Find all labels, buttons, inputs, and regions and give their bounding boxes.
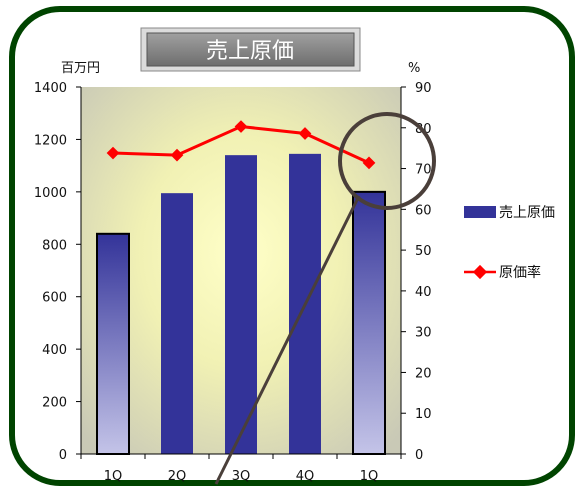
- right-tick-label-4: 40: [415, 285, 432, 300]
- line-point-2: [234, 120, 248, 133]
- legend-bar-swatch: [464, 206, 496, 218]
- line-series-group: [106, 120, 376, 170]
- left-tick-label-7: 1400: [34, 81, 67, 96]
- left-tick-label-5: 1000: [34, 186, 67, 201]
- left-axis-unit: 百万円: [61, 61, 100, 76]
- bar-0: [96, 232, 130, 455]
- right-tick-label-5: 50: [415, 244, 432, 259]
- bar-2: [225, 155, 257, 454]
- legend-label-cost: 売上原価: [499, 205, 555, 221]
- right-tick-label-6: 60: [415, 203, 432, 218]
- right-tick-label-2: 20: [415, 366, 432, 381]
- left-tick-label-0: 0: [59, 448, 67, 463]
- line-point-1: [170, 148, 184, 162]
- x-tick-label-4: 1Q: [360, 469, 379, 484]
- left-tick-label-1: 200: [42, 396, 67, 411]
- left-tick-label-3: 600: [42, 291, 67, 306]
- title-box: [146, 32, 355, 67]
- line-point-4: [362, 156, 376, 170]
- x-tick-label-2: 3Q: [232, 469, 251, 484]
- bar-4: [352, 190, 386, 455]
- right-tick-label-7: 70: [415, 163, 432, 178]
- line-point-0: [106, 146, 120, 160]
- left-axis: 0 200 400 600 800 1000 1200 1400: [34, 81, 82, 463]
- right-tick-label-1: 10: [415, 407, 432, 422]
- line-point-3: [298, 127, 312, 140]
- legend-line-marker: [472, 264, 488, 280]
- legend-label-rate: 原価率: [499, 264, 541, 281]
- left-tick-label-2: 400: [42, 343, 67, 358]
- annotation-circle: [338, 112, 436, 210]
- right-tick-label-9: 90: [415, 81, 432, 96]
- chart-title: 売上原価: [206, 39, 294, 64]
- right-tick-label-3: 30: [415, 326, 432, 341]
- right-axis-unit: %: [408, 61, 420, 76]
- annotation-pointer-line: [214, 195, 361, 485]
- right-tick-label-0: 0: [415, 448, 423, 463]
- bars-group: [96, 153, 386, 455]
- x-tick-label-0: 1Q: [104, 469, 123, 484]
- legend: 売上原価 原価率: [464, 205, 555, 281]
- left-tick-label-6: 1200: [34, 133, 67, 148]
- x-tick-label-1: 2Q: [168, 469, 187, 484]
- left-tick-label-4: 800: [42, 238, 67, 253]
- x-tick-label-3: 4Q: [296, 469, 315, 484]
- x-axis: 1Q 2Q 3Q 4Q 1Q: [80, 453, 402, 484]
- bar-1: [161, 193, 193, 455]
